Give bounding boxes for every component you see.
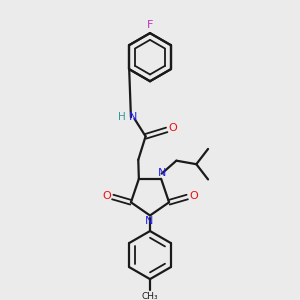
Text: N: N xyxy=(158,168,166,178)
Text: O: O xyxy=(102,191,111,201)
Text: F: F xyxy=(147,20,153,30)
Text: CH₃: CH₃ xyxy=(142,292,158,300)
Text: N: N xyxy=(129,112,137,122)
Text: O: O xyxy=(189,191,198,201)
Text: N: N xyxy=(145,216,154,226)
Text: H: H xyxy=(118,112,126,122)
Text: O: O xyxy=(169,123,178,134)
